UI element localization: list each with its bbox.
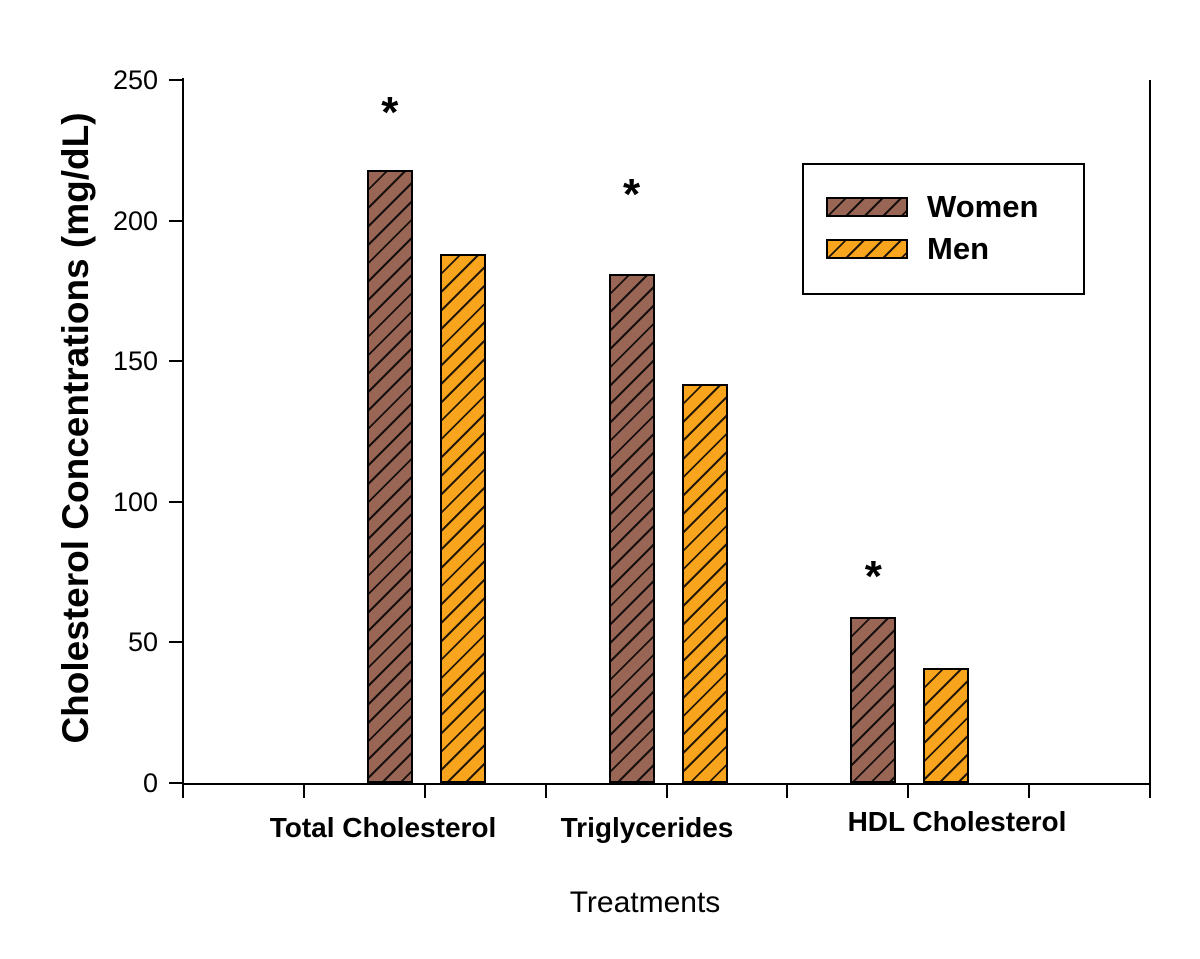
significance-asterisk: *: [622, 170, 641, 220]
y-tick: [169, 500, 183, 503]
y-tick-label: 100: [112, 486, 158, 517]
category-label: Total Cholesterol: [269, 812, 497, 843]
x-tick: [786, 785, 789, 798]
x-tick: [302, 785, 305, 798]
x-tick: [544, 785, 547, 798]
y-tick: [169, 79, 183, 81]
y-tick: [169, 360, 183, 363]
x-axis-line: [182, 783, 1151, 785]
x-tick: [423, 785, 426, 798]
y-tick-label: 150: [112, 346, 158, 377]
x-tick: [182, 785, 184, 798]
legend-label-men: Men: [927, 231, 989, 266]
x-tick: [1028, 785, 1031, 798]
y-tick: [169, 641, 183, 644]
y-tick: [169, 782, 183, 784]
significance-asterisk: *: [864, 552, 882, 602]
legend-label-women: Women: [927, 189, 1039, 224]
bar-women-1: [366, 169, 413, 783]
significance-asterisk: *: [381, 87, 399, 137]
bar-women-3: [850, 617, 897, 783]
x-tick: [1149, 785, 1151, 798]
right-axis-line: [1149, 80, 1151, 785]
category-label: Triglycerides: [560, 812, 734, 843]
bar-men-2: [681, 383, 728, 783]
y-tick: [169, 219, 183, 222]
y-axis-line: [182, 78, 184, 785]
y-tick-label: 250: [112, 65, 158, 95]
legend-swatch-men: [826, 239, 908, 259]
legend-swatch-women: [826, 197, 908, 217]
y-tick-label: 0: [142, 768, 158, 798]
y-tick-label: 50: [127, 627, 158, 658]
x-axis-title: Treatments: [569, 886, 721, 919]
x-tick: [907, 785, 910, 798]
bar-men-3: [923, 667, 970, 783]
bar-men-1: [439, 254, 486, 783]
y-tick-label: 200: [112, 205, 158, 236]
category-label: HDL Cholesterol: [847, 806, 1067, 837]
legend: Women Men: [802, 163, 1085, 295]
x-tick: [665, 785, 668, 798]
bar-women-2: [608, 274, 655, 783]
